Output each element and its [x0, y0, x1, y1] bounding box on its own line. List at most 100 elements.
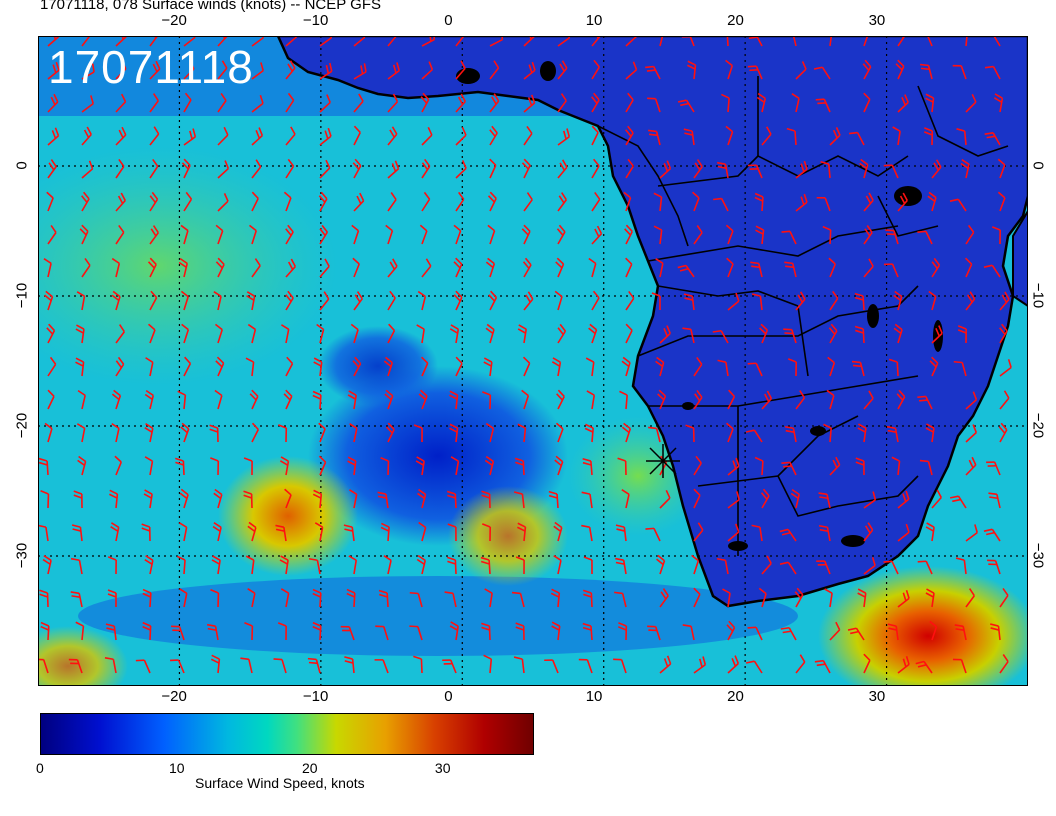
wind-barb [717, 359, 729, 377]
wind-barb [352, 158, 362, 179]
wind-barb [887, 623, 899, 641]
wind-barb [243, 490, 253, 509]
wind-barb [591, 290, 600, 311]
wind-barb [557, 93, 567, 113]
wind-barb [727, 655, 740, 674]
wind-barb [625, 92, 634, 113]
wind-barb [613, 658, 627, 674]
wind-barb [896, 389, 906, 410]
wind-barb [40, 621, 50, 641]
wind-barb [46, 191, 54, 212]
wind-barb [71, 524, 83, 542]
wind-barb [682, 624, 695, 641]
wind-barb [344, 656, 355, 674]
colorbar-tick-label: 20 [301, 760, 318, 776]
wind-barb [418, 389, 428, 410]
wind-barb [420, 92, 430, 113]
wind-barb [387, 192, 397, 212]
lon-label-bottom: 20 [727, 688, 744, 705]
wind-barb [855, 457, 865, 476]
wind-barb [818, 524, 831, 542]
wind-barb [847, 627, 865, 641]
wind-barb [893, 323, 903, 344]
wind-barb [212, 521, 222, 542]
wind-barb [384, 389, 394, 410]
wind-barb [46, 323, 56, 344]
wind-barb [353, 36, 366, 47]
wind-barb [515, 622, 525, 641]
wind-barb [81, 126, 92, 146]
wind-barb [377, 491, 389, 509]
wind-barb [991, 226, 1001, 245]
wind-barb [923, 127, 934, 146]
wind-barb [986, 461, 1001, 476]
wind-barb [489, 125, 498, 146]
wind-barb [747, 362, 763, 377]
wind-barb [481, 490, 491, 509]
wind-barb [987, 559, 1001, 575]
wind-barb [447, 523, 457, 542]
lat-label-right: 0 [1029, 161, 1047, 170]
wind-barb [421, 191, 431, 212]
wind-barb [829, 127, 841, 146]
wind-barb [716, 161, 729, 179]
wind-barb [685, 424, 695, 443]
wind-barb [578, 658, 593, 674]
wind-barb [352, 356, 362, 377]
wind-barb [380, 522, 390, 542]
wind-barb [144, 389, 155, 410]
wind-barb [44, 290, 54, 311]
wind-barb [883, 560, 899, 575]
wind-barb [659, 160, 672, 179]
wind-barb [183, 128, 197, 146]
wind-barb [210, 654, 221, 674]
wind-barb [378, 589, 389, 608]
wind-barb [213, 291, 222, 311]
wind-barb [813, 66, 831, 80]
wind-barb [917, 395, 933, 410]
wind-barb [149, 225, 159, 245]
wind-barb [319, 94, 331, 113]
wind-barb [79, 224, 89, 245]
wind-barb [779, 561, 797, 575]
wind-barb [135, 659, 151, 674]
wind-barb [447, 556, 457, 575]
wind-barb [625, 257, 633, 278]
wind-barb [965, 456, 977, 476]
lon-label-bottom: −20 [161, 688, 187, 705]
wind-barb [449, 390, 459, 410]
wind-barb [217, 93, 227, 113]
wind-barb [81, 63, 95, 80]
wind-barb [585, 357, 595, 377]
wind-barb [521, 389, 530, 410]
wind-barb [105, 623, 117, 641]
wind-barb [277, 622, 287, 641]
lat-label-left: −10 [13, 282, 31, 309]
wind-barb [385, 422, 395, 443]
wind-barb [582, 589, 593, 608]
wind-barb [984, 36, 1001, 47]
wind-barb [285, 158, 295, 179]
wind-barb [791, 92, 800, 113]
wind-barb [826, 389, 835, 410]
wind-barb [179, 588, 188, 608]
wind-barb [484, 455, 495, 476]
wind-barb [895, 59, 905, 80]
wind-barb [795, 160, 808, 179]
wind-barb [183, 36, 196, 47]
wind-barb [863, 258, 874, 278]
wind-barb [387, 323, 396, 344]
wind-barb [591, 125, 599, 146]
wind-barb [523, 94, 536, 113]
wind-barb [176, 555, 186, 575]
wind-barb [217, 60, 228, 80]
wind-barb [588, 323, 598, 344]
wind-barb [583, 556, 593, 575]
colorbar-tick-label: 0 [36, 760, 44, 776]
wind-barb [997, 191, 1006, 212]
wind-barb [47, 356, 57, 377]
wind-barb [621, 356, 631, 377]
wind-barb [514, 457, 525, 476]
wind-barb [745, 429, 763, 443]
wind-barb [953, 360, 967, 377]
